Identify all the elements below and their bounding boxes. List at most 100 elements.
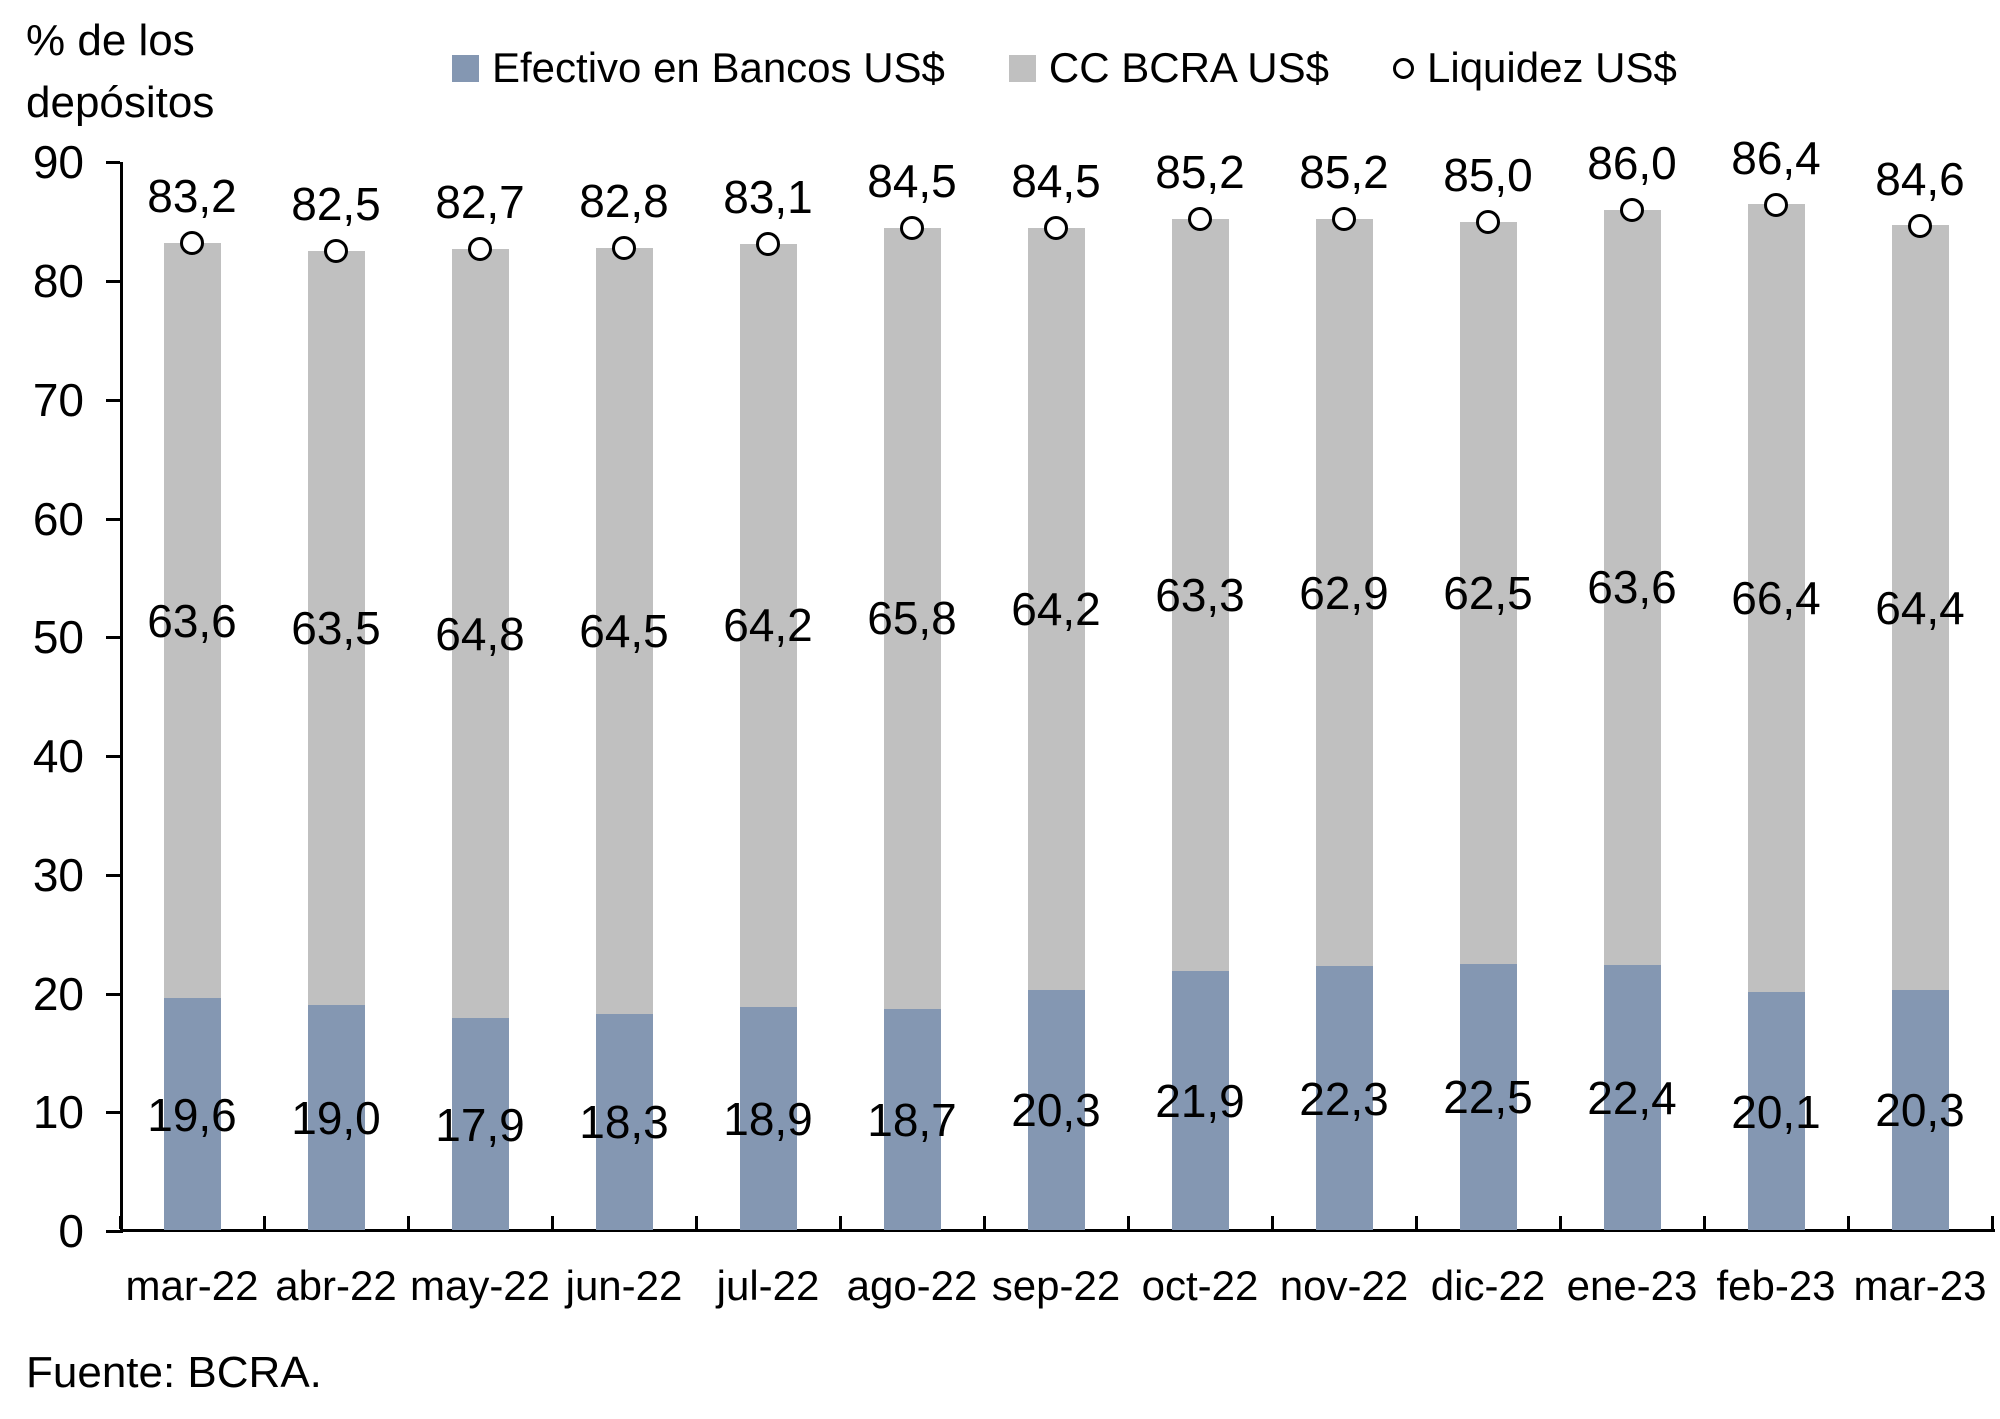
- data-label-cc-bcra: 64,8: [435, 607, 525, 660]
- data-label-cc-bcra: 62,5: [1443, 566, 1533, 619]
- data-label-efectivo: 17,9: [435, 1098, 525, 1151]
- bar-segment-efectivo: [1315, 966, 1373, 1230]
- legend-item-cc-bcra: CC BCRA US$: [1008, 40, 1329, 96]
- x-axis-label: mar-22: [125, 1262, 259, 1309]
- x-tick: [1703, 1216, 1706, 1229]
- efectivo-swatch-icon: [452, 54, 479, 82]
- bar-segment-cc-bcra: [451, 248, 509, 1019]
- bar-segment-cc-bcra: [1891, 225, 1949, 990]
- x-axis-label: abr-22: [275, 1262, 397, 1309]
- bar-segment-cc-bcra: [1027, 227, 1085, 990]
- y-tick: [106, 1111, 120, 1115]
- data-label-efectivo: 21,9: [1155, 1074, 1245, 1127]
- liquidez-marker: [1332, 207, 1356, 232]
- y-tick: [106, 1230, 120, 1233]
- x-axis-label: ago-22: [846, 1262, 978, 1309]
- liquidez-marker: [1764, 193, 1788, 217]
- data-label-liquidez: 86,0: [1587, 136, 1677, 189]
- x-tick: [1991, 1216, 1994, 1229]
- bar-segment-cc-bcra: [1459, 221, 1517, 964]
- data-label-liquidez: 82,8: [579, 174, 669, 227]
- bar-segment-efectivo: [307, 1005, 365, 1230]
- x-tick: [839, 1216, 842, 1229]
- bar-segment-cc-bcra: [1603, 209, 1661, 965]
- data-label-efectivo: 22,3: [1299, 1072, 1389, 1125]
- liquidez-marker: [324, 239, 348, 264]
- bar-segment-cc-bcra: [1171, 219, 1229, 971]
- y-tick-label: 80: [32, 255, 84, 307]
- liquidez-marker: [900, 215, 924, 240]
- data-label-liquidez: 85,2: [1299, 146, 1389, 199]
- legend: Efectivo en Bancos US$ CC BCRA US$ Liqui…: [452, 40, 1677, 96]
- y-tick: [106, 280, 120, 283]
- x-tick: [1271, 1216, 1274, 1229]
- liquidez-marker: [180, 231, 204, 255]
- bar-segment-efectivo: [1171, 970, 1229, 1230]
- bar-segment-efectivo: [595, 1013, 653, 1230]
- y-tick-label: 30: [32, 848, 84, 901]
- bar-segment-cc-bcra: [163, 243, 221, 999]
- data-label-efectivo: 20,1: [1731, 1085, 1821, 1138]
- y-tick: [106, 398, 120, 402]
- bar-segment-efectivo: [883, 1008, 941, 1230]
- bar-segment-cc-bcra: [595, 247, 653, 1014]
- y-tick-label: 20: [32, 967, 84, 1020]
- bar-segment-efectivo: [451, 1018, 509, 1230]
- y-tick: [106, 873, 120, 877]
- y-axis-title: % de los depósitos: [26, 16, 215, 127]
- legend-label-liquidez: Liquidez US$: [1427, 44, 1677, 91]
- data-label-cc-bcra: 63,6: [1587, 561, 1677, 614]
- bar-segment-cc-bcra: [1747, 203, 1805, 993]
- y-tick: [106, 636, 120, 640]
- data-label-liquidez: 83,1: [723, 171, 813, 224]
- data-label-cc-bcra: 63,3: [1155, 569, 1245, 622]
- data-label-cc-bcra: 64,4: [1875, 581, 1965, 634]
- data-label-liquidez: 85,0: [1443, 148, 1533, 201]
- x-tick: [695, 1216, 698, 1229]
- x-axis-label: feb-23: [1716, 1262, 1836, 1309]
- legend-item-liquidez: Liquidez US$: [1393, 40, 1677, 96]
- x-axis-label: dic-22: [1430, 1262, 1546, 1309]
- x-tick: [983, 1216, 986, 1229]
- data-label-efectivo: 22,5: [1443, 1071, 1533, 1124]
- y-tick: [106, 755, 120, 758]
- y-tick-label: 10: [32, 1086, 84, 1139]
- bar-segment-efectivo: [1603, 965, 1661, 1230]
- y-tick-label: 60: [32, 492, 84, 545]
- liquidez-marker: [1476, 209, 1500, 234]
- x-axis-label: sep-22: [991, 1262, 1121, 1309]
- data-label-liquidez: 84,6: [1875, 153, 1965, 206]
- liquidez-marker: [1044, 215, 1068, 240]
- x-axis-line: [120, 1229, 1995, 1232]
- data-label-efectivo: 19,6: [147, 1088, 237, 1141]
- x-tick: [407, 1216, 410, 1229]
- x-axis-label: jul-22: [716, 1262, 820, 1309]
- data-label-liquidez: 83,2: [147, 170, 237, 222]
- data-label-efectivo: 18,9: [723, 1092, 813, 1145]
- data-label-liquidez: 86,4: [1731, 132, 1821, 184]
- liquidez-marker: [468, 236, 492, 261]
- data-label-cc-bcra: 62,9: [1299, 566, 1389, 619]
- data-label-liquidez: 84,5: [867, 154, 957, 207]
- y-tick-label: 0: [58, 1205, 84, 1257]
- x-tick: [1415, 1216, 1418, 1229]
- bar-segment-cc-bcra: [307, 251, 365, 1006]
- liquidez-marker: [1620, 197, 1644, 222]
- bar-segment-efectivo: [1747, 992, 1805, 1230]
- legend-label-efectivo: Efectivo en Bancos US$: [492, 44, 945, 91]
- x-tick: [263, 1216, 266, 1229]
- y-tick-label: 50: [32, 611, 84, 664]
- liquidez-marker: [1908, 214, 1932, 239]
- y-tick-label: 90: [32, 136, 84, 189]
- bar-segment-cc-bcra: [739, 244, 797, 1007]
- data-label-cc-bcra: 64,5: [579, 604, 669, 657]
- x-tick: [551, 1216, 554, 1229]
- bar-segment-cc-bcra: [883, 227, 941, 1009]
- data-label-efectivo: 19,0: [291, 1092, 381, 1145]
- data-label-efectivo: 22,4: [1587, 1072, 1677, 1124]
- y-tick: [106, 161, 120, 165]
- x-tick: [1847, 1216, 1850, 1229]
- bar-segment-cc-bcra: [1315, 219, 1373, 967]
